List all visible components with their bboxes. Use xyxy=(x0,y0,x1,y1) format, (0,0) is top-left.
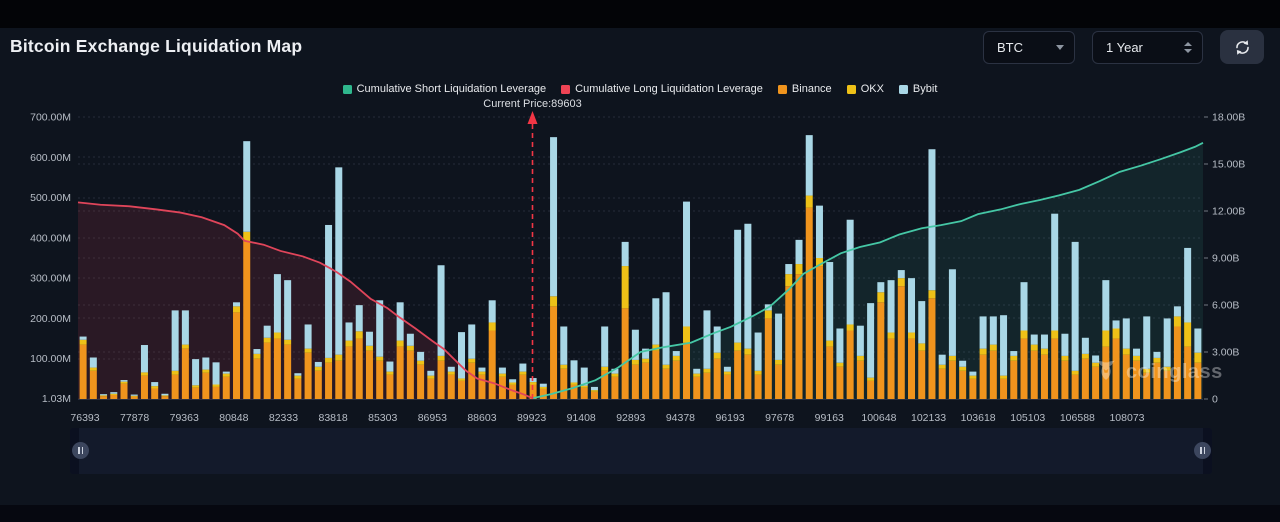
symbol-select-value: BTC xyxy=(997,40,1023,55)
legend-swatch xyxy=(342,84,352,94)
svg-text:18.00B: 18.00B xyxy=(1212,112,1245,124)
svg-text:6.00B: 6.00B xyxy=(1212,300,1239,312)
legend-swatch xyxy=(846,84,856,94)
svg-text:77878: 77878 xyxy=(120,412,149,424)
svg-text:100648: 100648 xyxy=(861,412,896,424)
svg-text:3.00B: 3.00B xyxy=(1212,347,1239,359)
svg-text:85303: 85303 xyxy=(368,412,397,424)
legend-swatch xyxy=(777,84,787,94)
top-strip xyxy=(0,0,1280,28)
svg-text:106588: 106588 xyxy=(1060,412,1095,424)
page-title: Bitcoin Exchange Liquidation Map xyxy=(10,36,303,56)
svg-text:108073: 108073 xyxy=(1109,412,1144,424)
svg-text:92893: 92893 xyxy=(616,412,645,424)
svg-text:300.00M: 300.00M xyxy=(30,273,71,285)
chevron-down-icon xyxy=(1056,45,1064,50)
symbol-select[interactable]: BTC xyxy=(983,31,1075,64)
legend-swatch xyxy=(898,84,908,94)
svg-text:76393: 76393 xyxy=(70,412,99,424)
legend-item-okx[interactable]: OKX xyxy=(846,83,884,95)
svg-text:94378: 94378 xyxy=(666,412,695,424)
bottom-strip xyxy=(0,505,1280,522)
svg-text:99163: 99163 xyxy=(815,412,844,424)
svg-text:82333: 82333 xyxy=(269,412,298,424)
svg-text:96193: 96193 xyxy=(715,412,744,424)
refresh-button[interactable] xyxy=(1220,30,1264,64)
svg-text:15.00B: 15.00B xyxy=(1212,159,1245,171)
svg-text:97678: 97678 xyxy=(765,412,794,424)
svg-text:9.00B: 9.00B xyxy=(1212,253,1239,265)
svg-text:100.00M: 100.00M xyxy=(30,353,71,365)
svg-text:200.00M: 200.00M xyxy=(30,313,71,325)
svg-text:1.03M: 1.03M xyxy=(42,393,71,405)
refresh-icon xyxy=(1235,39,1249,55)
svg-text:600.00M: 600.00M xyxy=(30,152,71,164)
svg-text:88603: 88603 xyxy=(467,412,496,424)
chart-panel xyxy=(0,28,1280,505)
current-price-label: Current Price:89603 xyxy=(483,98,582,110)
legend-swatch xyxy=(561,84,571,94)
svg-text:91408: 91408 xyxy=(567,412,596,424)
legend-item-short-leverage[interactable]: Cumulative Short Liquidation Leverage xyxy=(342,83,546,95)
svg-text:400.00M: 400.00M xyxy=(30,232,71,244)
navigator-handle-right[interactable] xyxy=(1194,442,1211,459)
svg-text:80848: 80848 xyxy=(219,412,248,424)
range-select[interactable]: 1 Year xyxy=(1092,31,1203,64)
svg-text:700.00M: 700.00M xyxy=(30,112,71,124)
navigator-track[interactable] xyxy=(70,428,1212,474)
svg-text:103618: 103618 xyxy=(961,412,996,424)
legend-item-binance[interactable]: Binance xyxy=(777,83,832,95)
svg-text:86953: 86953 xyxy=(418,412,447,424)
svg-text:89923: 89923 xyxy=(517,412,546,424)
liquidation-chart[interactable]: 700.00M 600.00M 500.00M 400.00M 300.00M 200.0… xyxy=(0,0,1280,426)
navigator-handle-left[interactable] xyxy=(72,442,89,459)
svg-text:83818: 83818 xyxy=(318,412,347,424)
svg-text:0: 0 xyxy=(1212,394,1218,406)
spinner-icon xyxy=(1184,42,1192,53)
range-select-value: 1 Year xyxy=(1106,40,1143,55)
svg-text:105103: 105103 xyxy=(1010,412,1045,424)
chart-legend: Cumulative Short Liquidation Leverage Cu… xyxy=(0,83,1280,95)
legend-item-bybit[interactable]: Bybit xyxy=(898,83,937,95)
svg-text:102133: 102133 xyxy=(911,412,946,424)
svg-text:500.00M: 500.00M xyxy=(30,192,71,204)
svg-text:79363: 79363 xyxy=(170,412,199,424)
legend-item-long-leverage[interactable]: Cumulative Long Liquidation Leverage xyxy=(561,83,763,95)
svg-text:12.00B: 12.00B xyxy=(1212,206,1245,218)
